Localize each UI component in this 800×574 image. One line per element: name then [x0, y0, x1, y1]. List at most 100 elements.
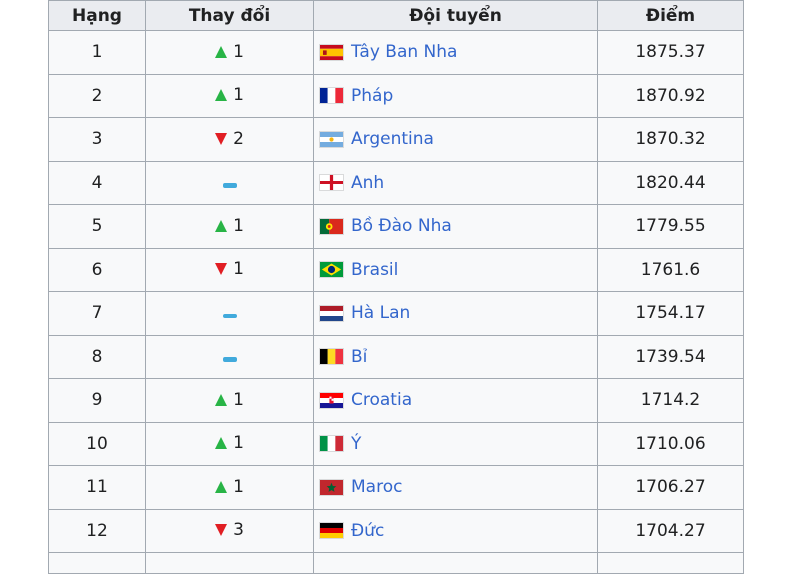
rank-cell: 9	[48, 378, 146, 423]
table-row	[48, 552, 744, 574]
team-cell: Pháp	[313, 73, 598, 118]
empty-cell	[48, 552, 146, 574]
change-cell: 1	[145, 247, 314, 292]
table-row: 12 3 Đức 1704.27	[48, 508, 744, 553]
decrease-icon	[215, 524, 228, 537]
team-cell: Argentina	[313, 117, 598, 162]
team-link[interactable]: Maroc	[351, 477, 403, 498]
netherlands-flag-icon	[320, 305, 343, 321]
change-cell: 1	[145, 204, 314, 249]
rank-cell: 8	[48, 334, 146, 379]
points-cell: 1875.37	[597, 30, 744, 75]
change-cell: 1	[145, 421, 314, 466]
table-row: 10 1 Ý 1710.06	[48, 421, 744, 466]
rank-cell: 10	[48, 421, 146, 466]
germany-flag-icon	[320, 523, 343, 539]
col-header-team: Đội tuyển	[313, 0, 598, 31]
change-cell: 1	[145, 73, 314, 118]
header-row: Hạng Thay đổi Đội tuyển Điểm	[48, 0, 744, 31]
table-row: 11 1 Maroc 1706.27	[48, 465, 744, 510]
team-cell: Tây Ban Nha	[313, 30, 598, 75]
brazil-flag-icon	[320, 262, 343, 278]
change-value: 1	[233, 259, 244, 280]
steady-icon	[222, 313, 237, 319]
points-cell: 1779.55	[597, 204, 744, 249]
change-value: 1	[233, 41, 244, 62]
team-cell: Đức	[313, 508, 598, 553]
change-value: 1	[233, 389, 244, 410]
rank-cell: 4	[48, 160, 146, 205]
increase-icon	[215, 89, 228, 102]
empty-cell	[597, 552, 744, 574]
decrease-icon	[215, 263, 228, 276]
change-cell: 3	[145, 508, 314, 553]
change-value: 1	[233, 476, 244, 497]
spain-flag-icon	[320, 44, 343, 60]
increase-icon	[215, 437, 228, 450]
change-value: 1	[233, 433, 244, 454]
table-row: 8 Bỉ 1739.54	[48, 334, 744, 379]
change-value: 1	[233, 85, 244, 106]
points-cell: 1739.54	[597, 334, 744, 379]
decrease-icon	[215, 132, 228, 145]
rank-cell: 1	[48, 30, 146, 75]
belgium-flag-icon	[320, 349, 343, 365]
points-cell: 1870.32	[597, 117, 744, 162]
fifa-ranking-table: Hạng Thay đổi Đội tuyển Điểm 1 1 Tây Ban N…	[48, 0, 744, 574]
col-header-rank: Hạng	[48, 0, 146, 31]
team-link[interactable]: Ý	[351, 433, 362, 454]
team-cell: Brasil	[313, 247, 598, 292]
ranking-table-container: Hạng Thay đổi Đội tuyển Điểm 1 1 Tây Ban N…	[48, 0, 744, 574]
points-cell: 1710.06	[597, 421, 744, 466]
table-row: 2 1 Pháp 1870.92	[48, 73, 744, 118]
team-cell: Anh	[313, 160, 598, 205]
points-cell: 1820.44	[597, 160, 744, 205]
points-cell: 1706.27	[597, 465, 744, 510]
team-link[interactable]: Tây Ban Nha	[351, 42, 458, 63]
change-value: 1	[233, 215, 244, 236]
change-cell: 1	[145, 378, 314, 423]
team-link[interactable]: Croatia	[351, 390, 413, 411]
team-link[interactable]: Brasil	[351, 259, 399, 280]
table-row: 9 1 Croatia 1714.2	[48, 378, 744, 423]
team-cell: Croatia	[313, 378, 598, 423]
points-cell: 1754.17	[597, 291, 744, 336]
points-cell: 1761.6	[597, 247, 744, 292]
team-link[interactable]: Argentina	[351, 129, 434, 150]
rank-cell: 3	[48, 117, 146, 162]
england-flag-icon	[320, 175, 343, 191]
change-cell	[145, 291, 314, 336]
table-row: 4 Anh 1820.44	[48, 160, 744, 205]
increase-icon	[215, 393, 228, 406]
rank-cell: 7	[48, 291, 146, 336]
steady-icon	[222, 183, 237, 188]
morocco-flag-icon	[320, 479, 343, 495]
team-cell: Bỉ	[313, 334, 598, 379]
page: { "table": { "columns": ["Hạng", "Thay đ…	[48, 0, 744, 574]
team-link[interactable]: Anh	[351, 172, 385, 193]
col-header-change: Thay đổi	[145, 0, 314, 31]
steady-icon	[222, 357, 237, 362]
change-value: 3	[233, 520, 244, 541]
team-cell: Bồ Đào Nha	[313, 204, 598, 249]
change-cell	[145, 334, 314, 379]
team-link[interactable]: Pháp	[351, 85, 394, 106]
team-link[interactable]: Hà Lan	[351, 303, 411, 324]
col-header-points: Điểm	[597, 0, 744, 31]
team-link[interactable]: Bỉ	[351, 346, 368, 367]
change-cell: 1	[145, 30, 314, 75]
team-cell: Hà Lan	[313, 291, 598, 336]
italy-flag-icon	[320, 436, 343, 452]
team-link[interactable]: Đức	[351, 520, 385, 541]
table-body: 1 1 Tây Ban Nha 1875.37 2 1 Pháp 1870.92 3 2 Argen…	[48, 30, 744, 574]
rank-cell: 11	[48, 465, 146, 510]
increase-icon	[215, 219, 228, 232]
portugal-flag-icon	[320, 218, 343, 234]
rank-cell: 6	[48, 247, 146, 292]
change-cell: 2	[145, 117, 314, 162]
empty-cell	[313, 552, 598, 574]
team-link[interactable]: Bồ Đào Nha	[351, 216, 452, 237]
change-cell	[145, 160, 314, 205]
empty-cell	[145, 552, 314, 574]
table-row: 1 1 Tây Ban Nha 1875.37	[48, 30, 744, 75]
